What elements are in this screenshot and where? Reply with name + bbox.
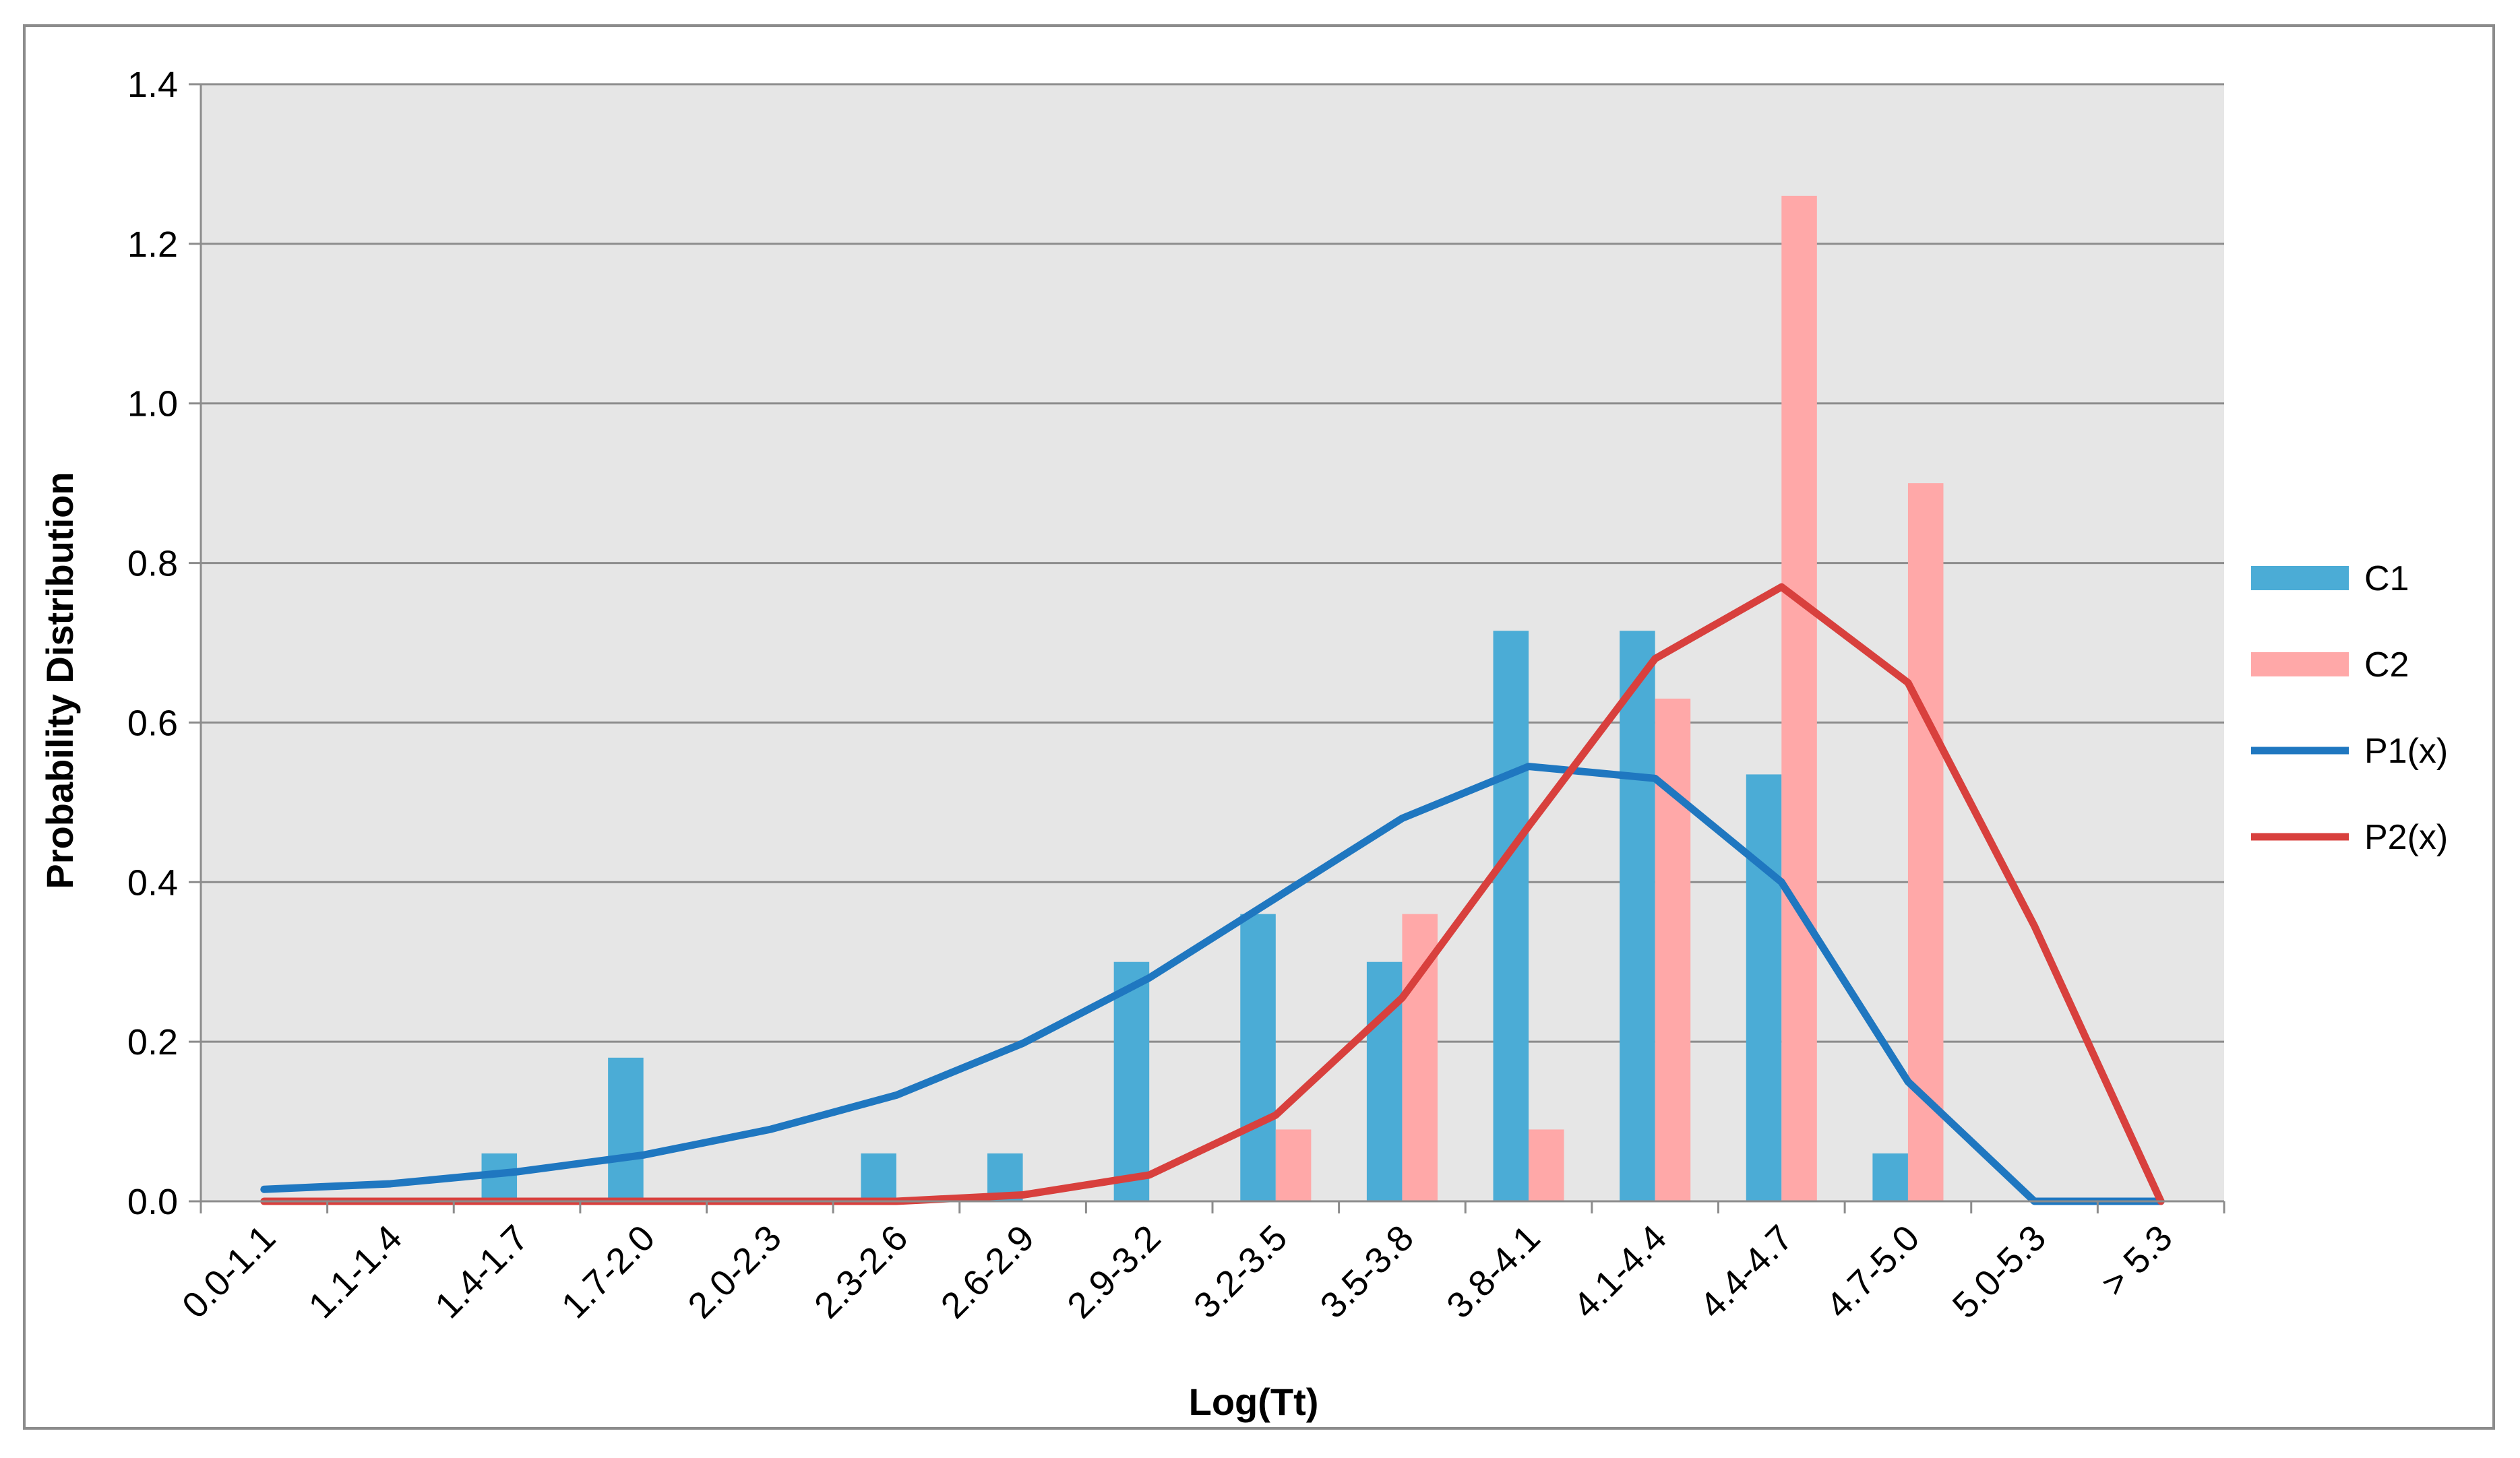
bars — [481, 195, 1944, 1202]
bar-c1 — [1113, 961, 1150, 1201]
bar-c1 — [1872, 1153, 1908, 1201]
line-p1x — [260, 763, 2165, 1205]
x-tick-label: 0.0-1.1 — [175, 1217, 283, 1326]
legend-label-p1x: P1(x) — [2364, 732, 2448, 771]
bar-c2 — [1529, 1129, 1564, 1201]
bar-c2 — [1275, 1129, 1312, 1201]
gridlines — [201, 83, 2224, 1043]
y-tick-label: 0.2 — [127, 1022, 178, 1063]
y-tick-label: 1.2 — [127, 224, 178, 265]
legend-label-c2: C2 — [2364, 645, 2409, 685]
legend: C1 C2 P1(x) P2(x) — [2251, 559, 2448, 857]
x-tick-label: 5.0-5.3 — [1945, 1217, 2054, 1326]
x-tick-label: 2.0-2.3 — [680, 1217, 789, 1326]
x-tick-label: 4.1-4.4 — [1566, 1217, 1674, 1326]
legend-label-c1: C1 — [2364, 559, 2409, 598]
x-tick-label: 2.3-2.6 — [807, 1217, 915, 1326]
x-tick-labels: 0.0-1.1 1.1-1.4 1.4-1.7 1.7-2.0 2.0-2.3 2.3-2… — [175, 1217, 2180, 1326]
y-tick-label: 1.0 — [127, 384, 178, 424]
bar-c1 — [861, 1153, 896, 1201]
axes — [189, 83, 2225, 1213]
bar-c2 — [1655, 698, 1691, 1201]
x-tick-label: 4.7-5.0 — [1818, 1217, 1927, 1326]
x-tick-label: 1.4-1.7 — [427, 1217, 536, 1326]
x-tick-label: 1.7-2.0 — [554, 1217, 663, 1326]
y-tick-label: 0.8 — [127, 544, 178, 584]
y-axis-title: Probability Distribution — [38, 472, 81, 889]
x-axis-title: Log(Tt) — [1189, 1381, 1319, 1423]
x-tick-label: 1.1-1.4 — [301, 1217, 410, 1326]
legend-swatch-c1 — [2251, 566, 2349, 590]
plot-area — [201, 84, 2224, 1201]
y-tick-labels: 0.0 0.2 0.4 0.6 0.8 1.0 1.2 1.4 — [127, 65, 178, 1222]
y-tick-label: 0.0 — [127, 1182, 178, 1222]
legend-label-p2x: P2(x) — [2364, 818, 2448, 857]
bar-c1 — [1746, 774, 1782, 1201]
x-tick-label: 2.9-3.2 — [1059, 1217, 1168, 1326]
x-tick-label: 2.6-2.9 — [933, 1217, 1042, 1326]
x-tick-label: 3.5-3.8 — [1313, 1217, 1421, 1326]
bar-c1 — [1493, 631, 1529, 1201]
x-tick-label: 3.2-3.5 — [1186, 1217, 1295, 1326]
bar-c2 — [1781, 195, 1817, 1201]
legend-swatch-c2 — [2251, 652, 2349, 676]
x-tick-label: 4.4-4.7 — [1692, 1217, 1800, 1326]
y-tick-label: 1.4 — [127, 65, 178, 105]
bar-c1 — [1240, 914, 1276, 1201]
x-tick-label: > 5.3 — [2093, 1217, 2180, 1304]
bar-c1 — [608, 1057, 644, 1201]
bar-c1 — [1620, 631, 1655, 1201]
x-tick-label: 3.8-4.1 — [1439, 1217, 1547, 1326]
y-tick-label: 0.6 — [127, 703, 178, 743]
bar-c2 — [1907, 483, 1944, 1202]
y-tick-label: 0.4 — [127, 862, 178, 903]
